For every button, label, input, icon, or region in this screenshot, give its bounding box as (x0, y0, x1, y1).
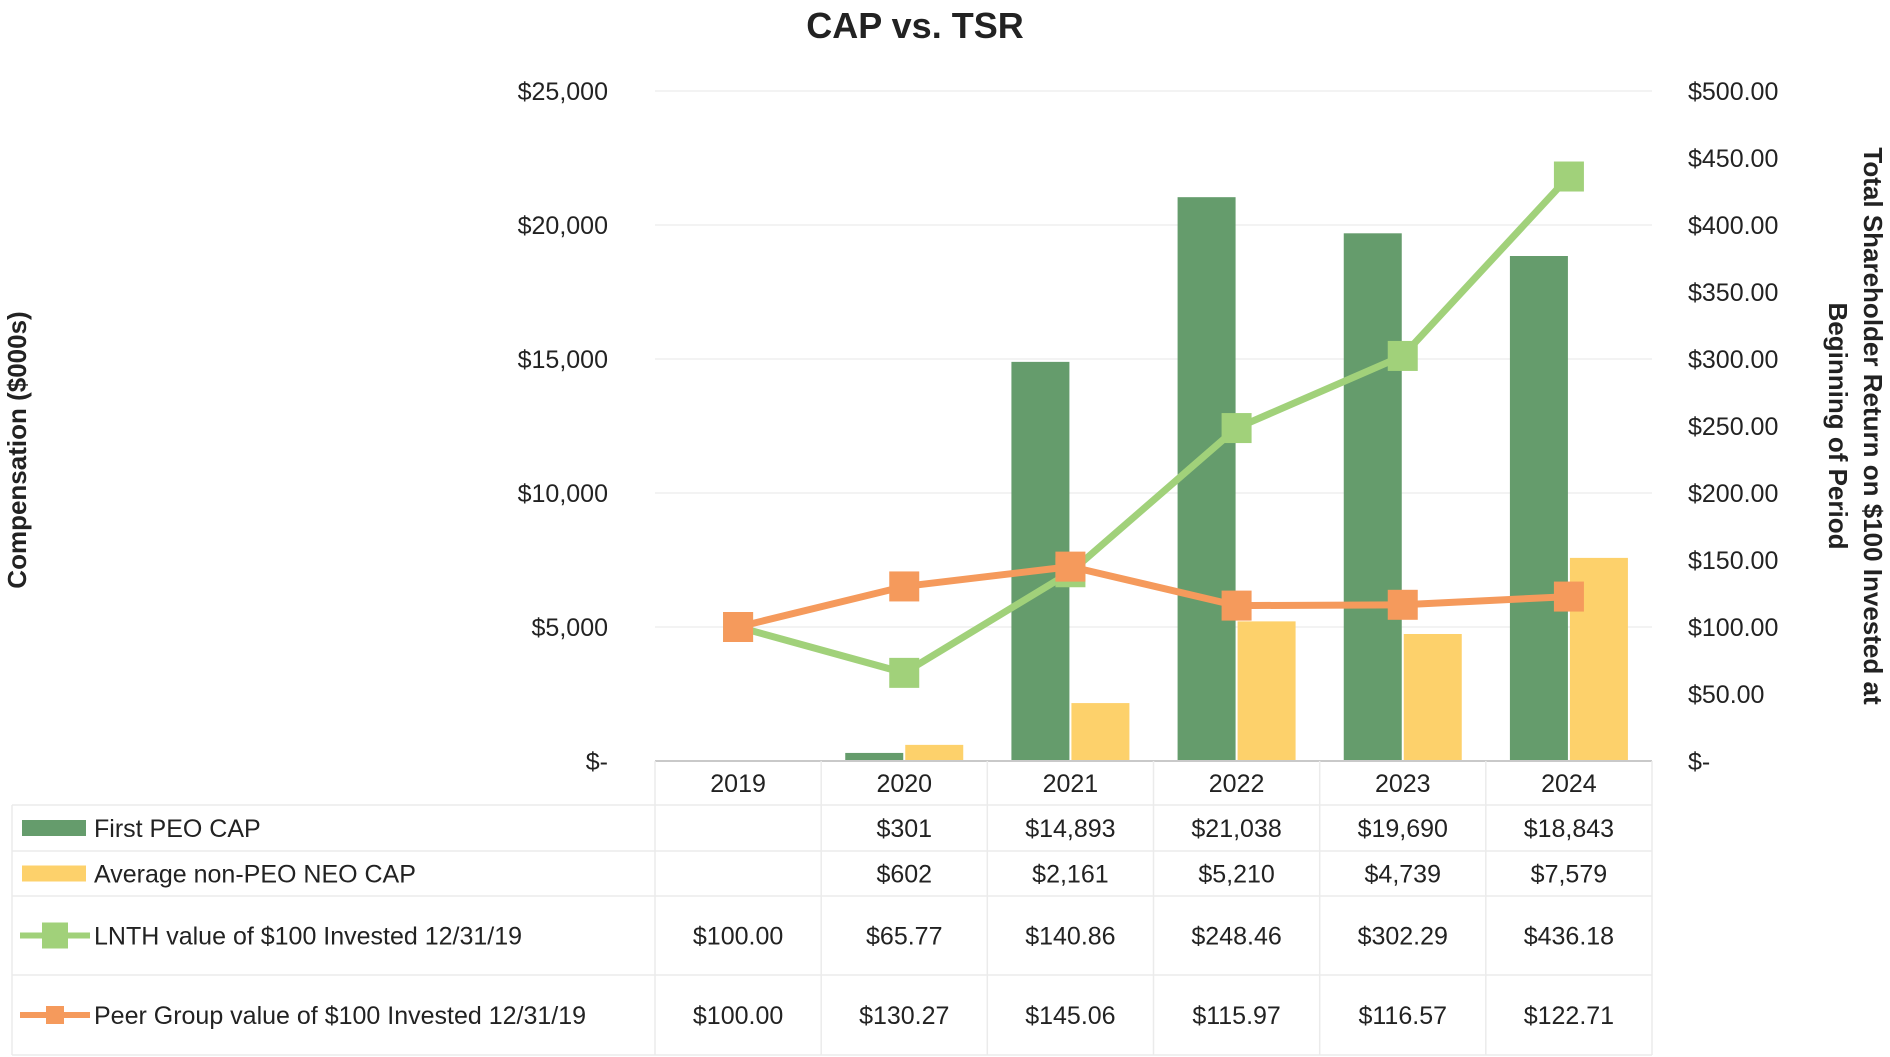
chart-title: CAP vs. TSR (806, 5, 1023, 46)
table-cell-value: $18,843 (1524, 815, 1614, 843)
bar-average-non-peo-neo-cap-2020 (905, 744, 964, 761)
y-right-tick-label: $500.00 (1688, 78, 1778, 106)
table-cell-value: $436.18 (1524, 923, 1614, 951)
y-right-tick-label: $350.00 (1688, 279, 1778, 307)
marker-lnth-2022 (1221, 413, 1252, 444)
table-cell-value: $5,210 (1198, 861, 1274, 889)
y-right-tick-label: $450.00 (1688, 145, 1778, 173)
marker-peer-2023 (1387, 589, 1418, 620)
legend-label: First PEO CAP (94, 815, 261, 843)
table-cell-value: $21,038 (1191, 815, 1281, 843)
marker-lnth-2024 (1553, 161, 1584, 192)
table-cell-value: $602 (876, 861, 932, 889)
y-right-axis-label: Total Shareholder Return on $100 Investe… (1858, 147, 1888, 705)
marker-peer-2020 (889, 571, 920, 602)
bar-first-peo-cap-2022 (1177, 197, 1236, 762)
table-cell-value: $14,893 (1025, 815, 1115, 843)
table-cell-value: $140.86 (1025, 923, 1115, 951)
x-category-label: 2024 (1541, 770, 1597, 798)
legend-key-marker-lnth (42, 922, 68, 949)
line-peer-group-value-of-100-invested-12-31-19 (737, 563, 1570, 631)
table-cell-value: $100.00 (693, 1002, 783, 1030)
marker-peer-2024 (1553, 581, 1584, 612)
table-cell-value: $130.27 (859, 1002, 949, 1030)
table-cell-value: $4,739 (1365, 861, 1441, 889)
marker-peer-2019 (723, 612, 754, 642)
y-tick-label: $- (586, 748, 608, 776)
table-cell-value: $115.97 (1192, 1002, 1281, 1030)
bar-first-peo-cap-2024 (1509, 256, 1568, 761)
y-right-axis-label: Beginning of Period (1823, 303, 1853, 550)
y-right-tick-label: $250.00 (1688, 413, 1778, 441)
marker-lnth-2020 (889, 657, 920, 688)
line-lnth-value-of-100-invested-12-31-19 (737, 174, 1572, 677)
table-cell-value: $122.71 (1524, 1002, 1614, 1030)
table-cell-value: $7,579 (1531, 861, 1607, 889)
bar-first-peo-cap-2020 (845, 752, 904, 761)
marker-peer-2021 (1055, 551, 1086, 582)
table-cell-value: $302.29 (1358, 923, 1448, 951)
y-right-tick-label: $400.00 (1688, 212, 1778, 240)
marker-peer-2022 (1221, 590, 1252, 621)
legend-key-marker-peer (46, 1006, 64, 1024)
table-cell-value: $19,690 (1358, 815, 1448, 843)
x-category-label: 2021 (1043, 770, 1099, 798)
x-category-label: 2023 (1375, 770, 1431, 798)
y-right-tick-label: $- (1688, 748, 1710, 776)
marker-lnth-2023 (1387, 340, 1418, 371)
table-cell-value: $65.77 (866, 923, 942, 951)
legend-key-first (22, 820, 86, 836)
table-cell-value: $301 (876, 815, 932, 843)
legend-label: LNTH value of $100 Invested 12/31/19 (94, 923, 522, 951)
table-cell-value: $145.06 (1025, 1002, 1115, 1030)
bar-first-peo-cap-2023 (1343, 233, 1402, 762)
y-right-tick-label: $200.00 (1688, 480, 1778, 508)
y-right-tick-label: $100.00 (1688, 614, 1778, 642)
y-axis-label: Compensation ($000s) (2, 311, 32, 588)
bar-average-non-peo-neo-cap-2021 (1071, 703, 1130, 761)
y-tick-label: $15,000 (518, 346, 608, 374)
bar-average-non-peo-neo-cap-2022 (1237, 621, 1296, 761)
table-cell-value: $248.46 (1191, 923, 1281, 951)
y-right-tick-label: $300.00 (1688, 346, 1778, 374)
table-cell-value: $100.00 (693, 923, 783, 951)
table-cell-value: $116.57 (1358, 1002, 1447, 1030)
y-tick-label: $25,000 (518, 78, 608, 106)
legend-key-average (22, 865, 86, 882)
y-tick-label: $5,000 (532, 614, 608, 642)
y-tick-label: $10,000 (518, 480, 608, 508)
y-right-tick-label: $50.00 (1688, 681, 1764, 709)
x-category-label: 2020 (876, 770, 932, 798)
bar-average-non-peo-neo-cap-2023 (1403, 633, 1462, 761)
legend-label: Peer Group value of $100 Invested 12/31/… (94, 1002, 586, 1030)
y-tick-label: $20,000 (518, 212, 608, 240)
y-right-tick-label: $150.00 (1688, 547, 1778, 575)
x-category-label: 2019 (710, 770, 766, 798)
table-cell-value: $2,161 (1032, 861, 1108, 889)
legend-label: Average non-PEO NEO CAP (94, 861, 416, 889)
x-category-label: 2022 (1209, 770, 1265, 798)
